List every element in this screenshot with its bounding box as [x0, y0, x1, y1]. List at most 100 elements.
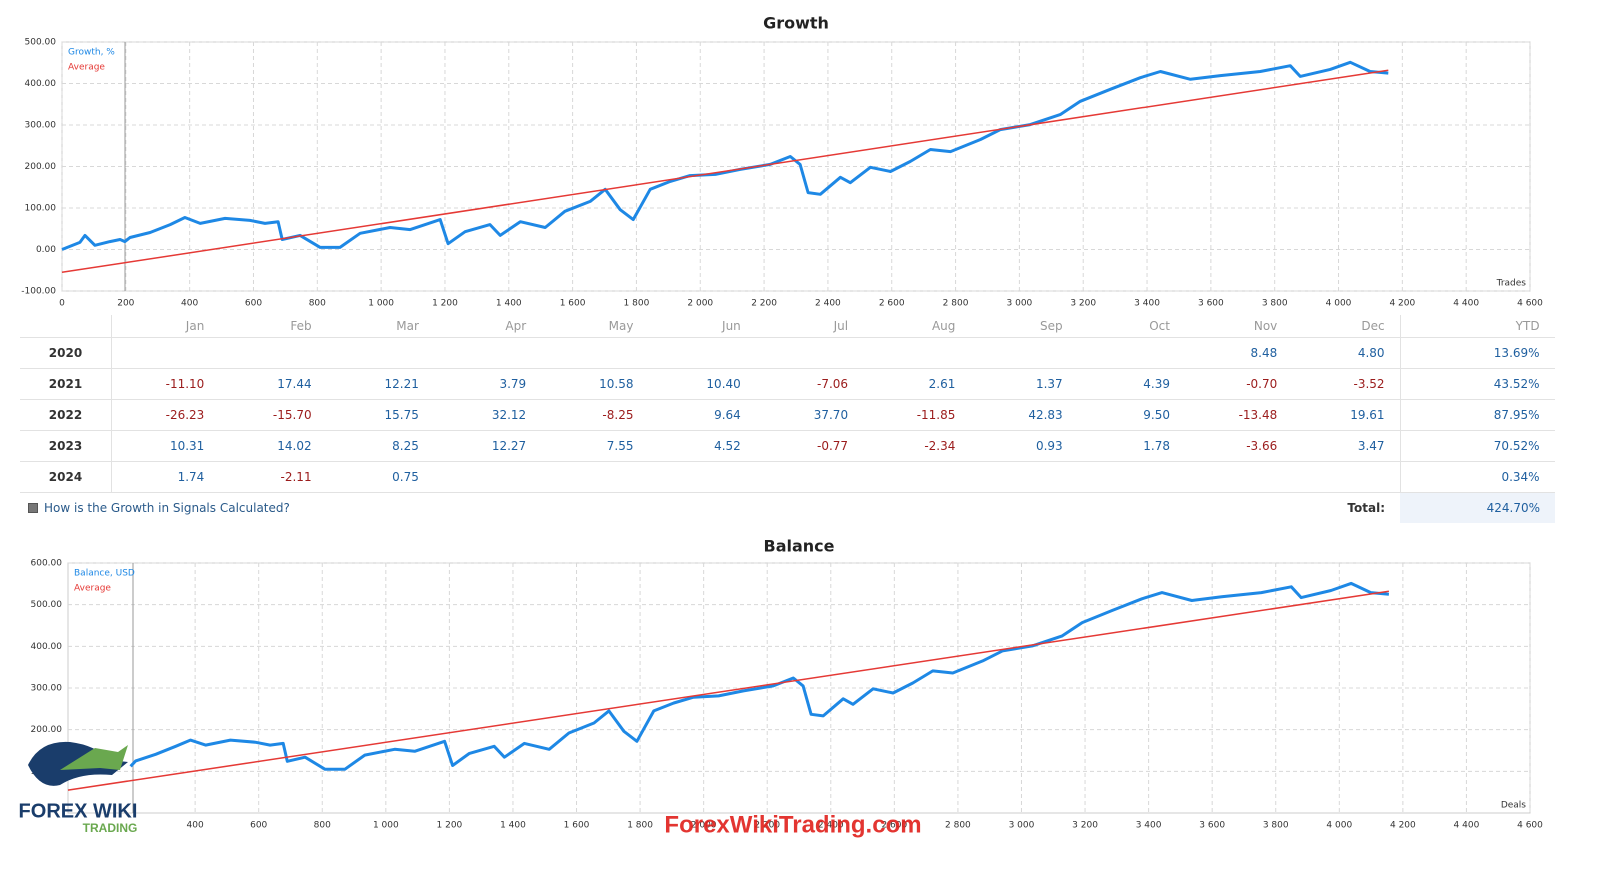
x-tick-label: 3 400	[1136, 821, 1162, 831]
month-cell: 3.47	[1357, 439, 1385, 453]
series-line	[61, 60, 1389, 251]
y-tick-label: 500.00	[31, 600, 63, 610]
month-cell: 2.61	[928, 377, 956, 391]
month-cell: 10.31	[169, 439, 205, 453]
x-tick-label: 2 400	[818, 821, 844, 831]
column-header: Jan	[185, 319, 205, 333]
x-tick-label: 3 400	[1134, 299, 1160, 309]
x-tick-label: 3 000	[1009, 821, 1035, 831]
month-cell	[863, 462, 970, 492]
watermark-site: ForexWikiTrading.com	[664, 811, 921, 838]
month-cell: -3.66	[1246, 439, 1278, 453]
x-tick-label: 4 600	[1517, 821, 1543, 831]
x-tick-label: 800	[314, 821, 331, 831]
column-header: Jul	[833, 319, 849, 333]
month-cell	[970, 338, 1077, 368]
x-tick-label: 1 400	[496, 299, 522, 309]
month-cell: 3.79	[499, 377, 527, 391]
chart-title: Growth	[763, 14, 829, 33]
column-header: Mar	[396, 319, 419, 333]
x-tick-label: 2 400	[815, 299, 841, 309]
month-cell: 1.37	[1035, 377, 1063, 391]
month-cell: -2.34	[924, 439, 956, 453]
month-cell: 9.50	[1143, 408, 1170, 422]
month-cell: 1.74	[177, 470, 205, 484]
x-tick-label: 3 800	[1262, 299, 1288, 309]
year: 2020	[20, 338, 112, 368]
year-row: 2022 -26.23 -15.70 15.75 32.12 -8.25 9.64 37.70…	[20, 400, 1555, 431]
y-tick-label: 500.00	[25, 38, 57, 48]
month-cell: -11.85	[916, 408, 956, 422]
x-tick-label: 600	[245, 299, 262, 309]
y-tick-label: 200.00	[31, 725, 63, 735]
y-tick-label: 100.00	[25, 204, 57, 214]
year: 2023	[20, 431, 112, 461]
year: 2022	[20, 400, 112, 430]
x-tick-label: 3 000	[1007, 299, 1033, 309]
column-header: Dec	[1361, 319, 1385, 333]
month-cell	[541, 462, 648, 492]
column-header: Apr	[505, 319, 527, 333]
x-tick-label: 3 600	[1198, 299, 1224, 309]
footer-row: How is the Growth in Signals Calculated?…	[20, 493, 1555, 523]
month-cell: 4.80	[1357, 346, 1385, 360]
ytd-cell: 70.52%	[1399, 431, 1555, 461]
x-tick-label: 1 400	[500, 821, 526, 831]
x-tick-label: 2 000	[687, 299, 713, 309]
y-tick-label: 300.00	[31, 684, 63, 694]
month-cell: -7.06	[817, 377, 849, 391]
x-tick-label: 1 000	[373, 821, 399, 831]
month-cell	[970, 462, 1077, 492]
x-tick-label: 200	[117, 299, 134, 309]
ytd-cell: 43.52%	[1399, 369, 1555, 399]
legend-entry: Average	[74, 584, 111, 594]
month-cell: -15.70	[272, 408, 312, 422]
x-tick-label: 400	[187, 821, 204, 831]
growth-help-link[interactable]: How is the Growth in Signals Calculated?	[20, 501, 1255, 515]
x-tick-label: 2 600	[881, 821, 907, 831]
column-header: Jun	[722, 319, 741, 333]
link-text[interactable]: How is the Growth in Signals Calculated?	[44, 501, 290, 515]
x-tick-label: 800	[309, 299, 326, 309]
month-cell: -0.77	[817, 439, 849, 453]
month-cell	[1078, 338, 1185, 368]
ytd-cell: 87.95%	[1399, 400, 1555, 430]
month-cell: 15.75	[384, 408, 419, 422]
x-tick-label: 1 800	[627, 821, 653, 831]
month-cell: 4.52	[714, 439, 741, 453]
x-tick-label: 1 000	[368, 299, 394, 309]
month-cell	[863, 338, 970, 368]
y-tick-label: -100.00	[21, 287, 56, 297]
column-header: Nov	[1253, 319, 1278, 333]
month-cell	[219, 338, 326, 368]
x-tick-label: 0	[59, 299, 65, 309]
x-tick-label: 2 800	[943, 299, 969, 309]
month-cell	[648, 462, 755, 492]
x-tick-label: 2 600	[879, 299, 905, 309]
month-cell: 0.75	[392, 470, 419, 484]
month-cell	[434, 462, 541, 492]
month-cell: 9.64	[714, 408, 741, 422]
series-line	[129, 581, 1390, 771]
x-tick-label: 600	[250, 821, 267, 831]
legend-entry: Growth, %	[68, 48, 115, 58]
x-tick-label: 1 200	[432, 299, 458, 309]
month-cell	[541, 338, 648, 368]
y-tick-label: 200.00	[25, 162, 57, 172]
month-cell: 4.39	[1143, 377, 1170, 391]
y-tick-label: 600.00	[31, 559, 63, 569]
x-tick-label: 3 800	[1263, 821, 1289, 831]
year-row: 2024 1.74 -2.11 0.75 0.34%	[20, 462, 1555, 493]
legend-entry: Balance, USD	[74, 569, 135, 579]
month-cell: -0.70	[1246, 377, 1278, 391]
x-tick-label: 4 200	[1390, 821, 1416, 831]
month-cell: -8.25	[602, 408, 634, 422]
month-cell	[756, 338, 863, 368]
logo-bull-green	[60, 745, 128, 770]
month-cell: 17.44	[277, 377, 312, 391]
x-tick-label: 400	[181, 299, 198, 309]
month-cell: 12.27	[491, 439, 527, 453]
x-tick-label: 2 000	[691, 821, 717, 831]
